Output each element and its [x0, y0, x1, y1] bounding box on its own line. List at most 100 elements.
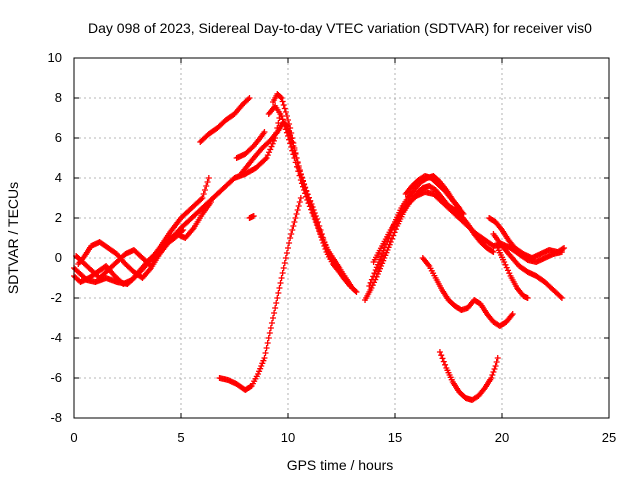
- data-point: [278, 275, 285, 281]
- data-point: [204, 179, 211, 185]
- data-point: [283, 113, 290, 119]
- data-point: [280, 119, 287, 126]
- data-point: [291, 219, 298, 225]
- data-point: [320, 240, 327, 246]
- series-peak-b: [265, 103, 349, 283]
- data-point: [286, 136, 293, 143]
- data-point: [278, 113, 285, 119]
- data-point: [374, 271, 381, 277]
- x-tick-label: 0: [70, 430, 77, 445]
- data-point: [277, 280, 284, 286]
- data-point: [203, 183, 210, 189]
- data-point: [289, 135, 296, 141]
- data-point: [267, 325, 274, 331]
- data-point: [281, 123, 288, 129]
- data-point: [379, 260, 386, 267]
- data-point: [287, 235, 294, 241]
- data-point: [504, 267, 511, 274]
- data-point: [371, 270, 378, 277]
- data-point: [436, 349, 443, 355]
- y-tick-label: 8: [55, 90, 62, 105]
- data-point: [178, 228, 185, 235]
- data-point: [366, 283, 373, 289]
- data-point: [303, 193, 310, 200]
- x-tick-label: 15: [388, 430, 402, 445]
- series-isolated-mark: [246, 213, 257, 221]
- data-point: [280, 265, 287, 271]
- data-point: [275, 290, 282, 296]
- data-point: [319, 237, 326, 243]
- data-point: [279, 270, 286, 276]
- data-point: [268, 320, 275, 326]
- data-point: [262, 350, 269, 356]
- data-point: [200, 191, 207, 197]
- data-point: [347, 283, 354, 289]
- data-point: [378, 253, 385, 260]
- data-point: [280, 102, 287, 108]
- data-point: [274, 295, 281, 301]
- y-tick-label: -2: [50, 290, 62, 305]
- data-point: [288, 231, 295, 237]
- x-tick-label: 25: [602, 430, 616, 445]
- data-point: [382, 252, 389, 259]
- data-point: [375, 268, 382, 275]
- data-point: [503, 264, 510, 271]
- series-upper-arc-2: [233, 129, 268, 161]
- data-point: [275, 120, 282, 126]
- x-tick-label: 20: [495, 430, 509, 445]
- data-point: [372, 267, 379, 273]
- data-point: [379, 251, 386, 257]
- series-afternoon-a: [362, 183, 497, 303]
- data-point: [380, 257, 387, 264]
- data-point: [276, 285, 283, 291]
- data-point: [296, 172, 303, 179]
- data-point: [266, 149, 273, 156]
- series-late-a: [486, 215, 568, 261]
- data-point: [440, 358, 447, 365]
- x-tick-label: 5: [177, 430, 184, 445]
- data-point: [297, 195, 304, 201]
- y-tick-label: 6: [55, 130, 62, 145]
- y-tick-label: 10: [48, 50, 62, 65]
- data-point: [270, 315, 277, 321]
- data-point: [492, 363, 499, 369]
- data-point: [387, 239, 394, 245]
- data-point: [345, 281, 352, 288]
- data-point: [313, 222, 320, 228]
- data-point: [509, 311, 516, 317]
- data-point: [250, 213, 257, 219]
- data-point: [377, 265, 384, 272]
- data-point: [304, 197, 311, 203]
- series-late-c: [494, 245, 531, 301]
- data-point: [263, 345, 270, 351]
- data-point: [263, 155, 270, 161]
- data-point: [281, 260, 288, 266]
- data-point: [301, 187, 308, 193]
- data-point: [314, 225, 321, 231]
- data-point: [264, 340, 271, 346]
- data-point: [205, 175, 212, 181]
- data-point: [508, 312, 515, 319]
- y-tick-label: -4: [50, 330, 62, 345]
- data-point: [287, 140, 294, 147]
- y-tick-label: -8: [50, 410, 62, 425]
- data-point: [306, 203, 313, 210]
- data-point: [559, 245, 566, 252]
- data-point: [298, 180, 305, 187]
- data-point: [322, 246, 329, 252]
- data-point: [311, 216, 318, 222]
- data-point: [180, 227, 187, 233]
- data-point: [368, 276, 375, 283]
- data-point: [261, 129, 268, 135]
- data-point: [557, 293, 564, 300]
- data-point: [288, 144, 295, 150]
- y-tick-label: 0: [55, 250, 62, 265]
- data-point: [292, 215, 299, 221]
- data-point: [246, 95, 253, 101]
- data-point: [285, 117, 291, 123]
- data-point: [282, 255, 289, 261]
- data-point: [299, 183, 306, 190]
- data-point: [291, 155, 298, 161]
- data-point: [265, 335, 272, 341]
- data-point: [261, 355, 268, 361]
